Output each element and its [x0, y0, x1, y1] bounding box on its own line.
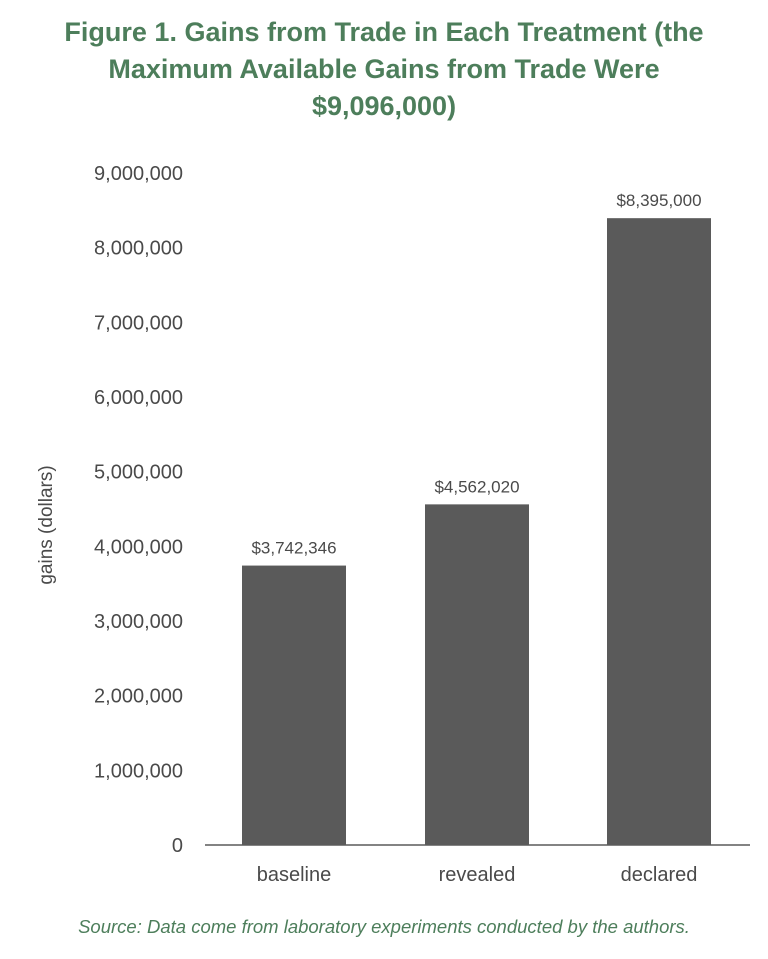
x-tick-label: declared: [621, 864, 698, 886]
y-tick-label: 4,000,000: [94, 536, 183, 558]
bar-declared: [607, 218, 711, 845]
data-labels: $3,742,346 $4,562,020 $8,395,000: [251, 191, 701, 557]
source-note: Source: Data come from laboratory experi…: [78, 916, 690, 937]
x-tick-label: baseline: [257, 864, 332, 886]
bar-revealed: [425, 504, 529, 845]
data-label: $3,742,346: [251, 539, 336, 558]
y-tick-label: 9,000,000: [94, 163, 183, 185]
bar-chart: gains (dollars) 0 1,000,000 2,000,000 3,000…: [36, 163, 750, 886]
y-tick-label: 6,000,000: [94, 387, 183, 409]
y-axis-ticks: 0 1,000,000 2,000,000 3,000,000 4,000,000 5,0…: [94, 163, 183, 857]
x-tick-label: revealed: [439, 864, 516, 886]
bars: [242, 218, 711, 845]
data-label: $4,562,020: [434, 477, 519, 496]
data-label: $8,395,000: [616, 191, 701, 210]
y-axis-label: gains (dollars): [36, 465, 57, 584]
y-tick-label: 1,000,000: [94, 760, 183, 782]
y-tick-label: 8,000,000: [94, 238, 183, 260]
y-tick-label: 5,000,000: [94, 462, 183, 484]
bar-baseline: [242, 565, 346, 845]
y-tick-label: 7,000,000: [94, 312, 183, 334]
y-tick-label: 0: [172, 835, 183, 857]
y-tick-label: 2,000,000: [94, 686, 183, 708]
chart-title: Figure 1. Gains from Trade in Each Treat…: [64, 17, 704, 121]
x-axis-ticks: baseline revealed declared: [257, 864, 698, 886]
y-tick-label: 3,000,000: [94, 611, 183, 633]
